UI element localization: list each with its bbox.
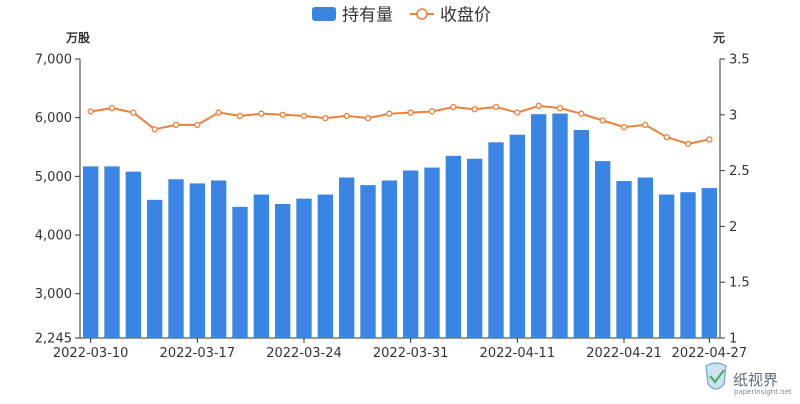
x-axis-tick-label: 2022-03-10 [53, 346, 129, 361]
line-point [579, 111, 584, 116]
line-point [686, 141, 691, 146]
right-axis-tick-label: 1 [729, 332, 737, 347]
line-point [174, 122, 179, 127]
legend: 持有量 收盘价 [312, 6, 491, 26]
bar [382, 180, 397, 338]
watermark-sub: paperinsight.net [734, 388, 792, 396]
x-axis-tick-label: 2022-04-11 [480, 346, 556, 361]
watermark-logo-icon [706, 363, 726, 389]
bar [595, 161, 610, 338]
line-point [259, 111, 264, 116]
x-axis-tick-label: 2022-04-27 [672, 346, 748, 361]
line-point [366, 116, 371, 121]
bar [446, 156, 461, 338]
bar-series [83, 114, 717, 338]
line-point [643, 122, 648, 127]
line-point [387, 111, 392, 116]
line-point [707, 137, 712, 142]
bar [339, 178, 354, 338]
legend-swatch-line-marker [417, 9, 427, 19]
bar [211, 180, 226, 338]
line-point [600, 118, 605, 123]
line-point [323, 116, 328, 121]
left-axis-tick-label: 7,000 [35, 53, 72, 68]
right-axis: 1 1.5 2 2.5 3 3.5 [720, 53, 750, 347]
right-axis-tick-label: 2 [729, 220, 737, 235]
bar [638, 178, 653, 338]
bar [552, 114, 567, 338]
line-point [451, 104, 456, 109]
bar [318, 195, 333, 338]
line-path [91, 106, 710, 144]
x-axis-tick-label: 2022-04-21 [586, 346, 662, 361]
bar [254, 195, 269, 338]
bar [168, 179, 183, 338]
x-axis-tick-label: 2022-03-31 [373, 346, 449, 361]
bar [659, 195, 674, 338]
line-point [622, 125, 627, 130]
line-point [664, 135, 669, 140]
left-axis-tick-label: 6,000 [35, 111, 72, 126]
legend-label-bar: 持有量 [342, 6, 393, 26]
bar [616, 181, 631, 338]
line-point [430, 109, 435, 114]
line-point [558, 106, 563, 111]
line-point [494, 104, 499, 109]
bar [531, 114, 546, 338]
left-axis-tick-label: 3,000 [35, 287, 72, 302]
line-point [152, 127, 157, 132]
bar [296, 199, 311, 338]
x-axis-tick-label: 2022-03-24 [266, 346, 342, 361]
bar [403, 170, 418, 338]
right-axis-tick-label: 3 [729, 108, 737, 123]
line-point [216, 110, 221, 115]
watermark-text: 纸视界 [733, 371, 778, 389]
bar [104, 166, 119, 338]
left-axis-tick-label: 2,245 [35, 332, 72, 347]
line-point [238, 113, 243, 118]
bar [467, 159, 482, 338]
line-point [88, 109, 93, 114]
left-axis-tick-label: 5,000 [35, 170, 72, 185]
bar [190, 183, 205, 338]
right-axis-unit: 元 [713, 31, 725, 45]
bar [574, 130, 589, 338]
bar [680, 192, 695, 338]
legend-swatch-bar [312, 7, 336, 21]
line-point [280, 112, 285, 117]
bar [275, 204, 290, 338]
bar [488, 142, 503, 338]
line-point [515, 110, 520, 115]
left-axis-unit: 万股 [65, 30, 91, 45]
bar [424, 168, 439, 338]
right-axis-tick-label: 3.5 [729, 53, 750, 68]
right-axis-tick-label: 2.5 [729, 164, 750, 179]
x-axis-tick-label: 2022-03-17 [160, 346, 236, 361]
line-point [536, 103, 541, 108]
bar [232, 207, 247, 338]
bar [510, 135, 525, 338]
bar [83, 166, 98, 338]
line-point [408, 110, 413, 115]
bar [147, 200, 162, 338]
line-point [110, 106, 115, 111]
right-axis-tick-label: 1.5 [729, 276, 750, 291]
line-point [131, 110, 136, 115]
line-series [88, 103, 712, 146]
bar [360, 185, 375, 338]
line-point [195, 122, 200, 127]
line-point [472, 107, 477, 112]
line-point [344, 113, 349, 118]
x-axis: 2022-03-10 2022-03-17 2022-03-24 2022-03-31… [53, 338, 747, 361]
left-axis: 2,245 3,000 4,000 5,000 6,000 7,000 [35, 53, 80, 347]
legend-label-line: 收盘价 [440, 6, 491, 26]
left-axis-tick-label: 4,000 [35, 229, 72, 244]
bar [126, 172, 141, 338]
bar [702, 188, 717, 338]
line-point [302, 113, 307, 118]
